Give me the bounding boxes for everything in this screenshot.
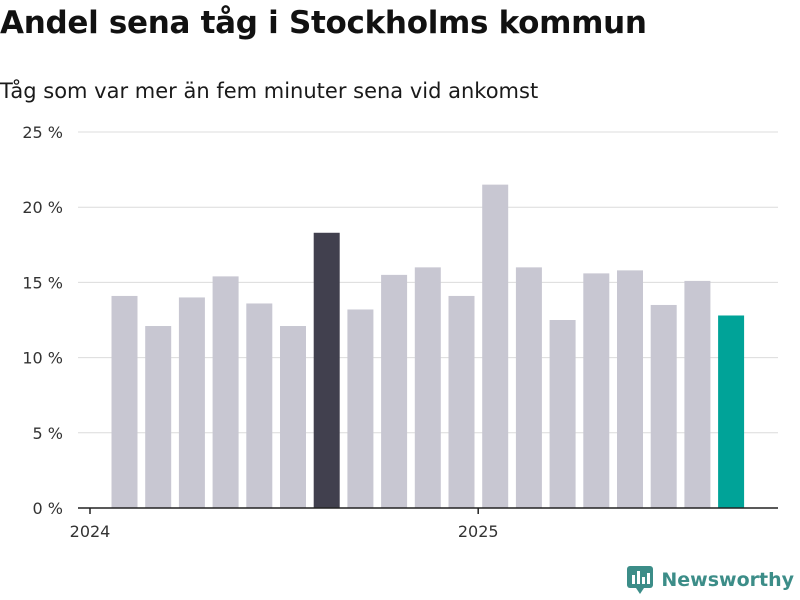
bar [718, 315, 745, 508]
bar [414, 267, 441, 508]
bar [448, 295, 475, 508]
bar [515, 267, 542, 508]
chart-subtitle: Tåg som var mer än fem minuter sena vid … [0, 79, 539, 103]
y-tick-label: 25 % [22, 123, 63, 142]
y-axis-ticks: 0 % 5 % 10 % 15 % 20 % 25 % [22, 123, 63, 518]
x-tick-label: 2024 [70, 522, 111, 541]
bar [381, 274, 408, 508]
y-tick-label: 5 % [33, 424, 63, 443]
newsworthy-logo-icon [627, 566, 654, 594]
bar [178, 297, 205, 508]
bar [347, 309, 374, 508]
brand-name: Newsworthy [661, 569, 794, 591]
brand: Newsworthy [627, 566, 794, 594]
bar [212, 276, 239, 508]
y-tick-label: 10 % [22, 349, 63, 368]
bar [684, 280, 711, 508]
bar [583, 273, 610, 508]
bar [111, 295, 138, 508]
bar [313, 232, 340, 508]
chart-title: Andel sena tåg i Stockholms kommun [0, 5, 647, 41]
bar [280, 326, 306, 508]
bar [145, 326, 172, 508]
bar [617, 270, 643, 508]
y-tick-label: 15 % [22, 273, 63, 292]
bar [482, 184, 509, 508]
y-tick-label: 0 % [33, 499, 63, 518]
x-tick-label: 2025 [458, 522, 499, 541]
bar [549, 320, 576, 508]
bar [650, 304, 677, 508]
bar [246, 303, 273, 508]
y-tick-label: 20 % [22, 198, 63, 217]
bars [111, 184, 745, 508]
x-axis: 2024 2025 [70, 507, 778, 541]
